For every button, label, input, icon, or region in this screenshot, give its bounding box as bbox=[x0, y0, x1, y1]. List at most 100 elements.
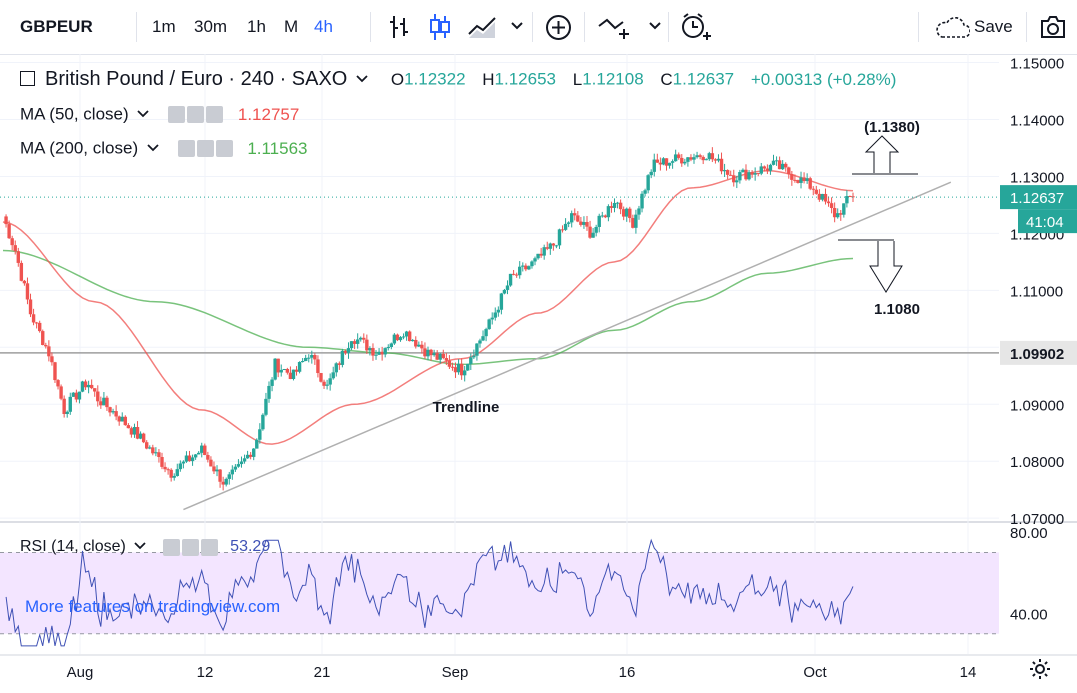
chevron-down-icon[interactable] bbox=[510, 21, 524, 31]
candle-body bbox=[499, 293, 504, 310]
gear-icon[interactable] bbox=[196, 140, 214, 158]
close-icon[interactable] bbox=[206, 106, 224, 124]
chevron-down-icon[interactable] bbox=[356, 74, 368, 84]
candle-body bbox=[148, 447, 152, 449]
candle-body bbox=[261, 414, 265, 430]
interval-4h-button[interactable]: 4h bbox=[314, 17, 333, 36]
candle-body bbox=[331, 372, 335, 379]
bar-style-icon[interactable] bbox=[388, 14, 412, 40]
candle-body bbox=[741, 169, 745, 173]
y-tick-label: 1.13000 bbox=[1010, 169, 1064, 186]
candle-body bbox=[453, 367, 458, 373]
candle-body bbox=[539, 253, 543, 256]
candle-body bbox=[533, 258, 537, 262]
candle-body bbox=[655, 159, 660, 163]
alert-clock-icon[interactable] bbox=[680, 12, 712, 42]
candle-body bbox=[255, 439, 259, 449]
candle-body bbox=[13, 245, 17, 252]
candle-body bbox=[365, 339, 369, 351]
candle-body bbox=[839, 213, 843, 215]
close-icon[interactable] bbox=[215, 140, 233, 158]
candle-body bbox=[832, 208, 837, 218]
interval-1h-button[interactable]: 1h bbox=[247, 17, 266, 36]
candle-body bbox=[683, 161, 687, 164]
chevron-down-icon[interactable] bbox=[137, 109, 150, 119]
change-value: +0.00313 (+0.28%) bbox=[750, 69, 897, 89]
candle-body bbox=[28, 299, 33, 315]
eye-icon[interactable] bbox=[162, 538, 180, 556]
x-tick-label: Aug bbox=[67, 664, 94, 681]
gear-icon[interactable] bbox=[181, 538, 199, 556]
eye-icon[interactable] bbox=[177, 140, 195, 158]
candle-body bbox=[527, 266, 531, 270]
candle-body bbox=[389, 343, 394, 347]
candlestick-series bbox=[4, 147, 855, 491]
chevron-down-icon[interactable] bbox=[147, 143, 159, 153]
candle-body bbox=[53, 362, 57, 381]
target-down-label: 1.1080 bbox=[874, 301, 920, 318]
candle-body bbox=[753, 173, 757, 175]
candle-body bbox=[707, 153, 711, 160]
candle-body bbox=[178, 463, 183, 470]
interval-1m-button[interactable]: 1m bbox=[152, 17, 176, 36]
area-style-icon[interactable] bbox=[467, 14, 497, 40]
candle-body bbox=[796, 180, 800, 183]
interval-30m-button[interactable]: 30m bbox=[194, 17, 228, 36]
candle-body bbox=[294, 369, 299, 372]
candle-body bbox=[138, 433, 143, 439]
symbol-search-button[interactable]: GBPEUR bbox=[20, 0, 93, 54]
candle-body bbox=[814, 189, 819, 194]
candle-body bbox=[698, 155, 702, 157]
candle-body bbox=[524, 265, 528, 270]
y-tick-label: 1.08000 bbox=[1010, 454, 1064, 471]
candle-body bbox=[725, 170, 730, 175]
candle-body bbox=[673, 154, 678, 162]
candle-body bbox=[151, 447, 155, 454]
indicator-icon[interactable] bbox=[597, 12, 631, 42]
chart-title: British Pound / Euro · 240 · SAXO bbox=[45, 68, 348, 90]
plus-circle-icon[interactable] bbox=[545, 14, 572, 41]
candle-body bbox=[25, 283, 30, 300]
candle-body bbox=[56, 380, 60, 387]
toolbar-divider bbox=[136, 12, 137, 42]
candle-body bbox=[407, 331, 412, 342]
candle-body bbox=[291, 369, 296, 380]
candle-body bbox=[41, 331, 45, 346]
chevron-down-icon[interactable] bbox=[648, 21, 662, 31]
collapse-icon[interactable] bbox=[20, 71, 35, 86]
candle-body bbox=[438, 353, 442, 360]
y-tick-label: 1.11000 bbox=[1010, 283, 1063, 300]
candle-body bbox=[297, 361, 302, 372]
high-label: H bbox=[482, 69, 495, 89]
candle-body bbox=[172, 475, 176, 478]
candle-body bbox=[160, 457, 164, 467]
candle-body bbox=[716, 158, 721, 161]
candle-body bbox=[680, 157, 684, 164]
candle-body bbox=[664, 158, 669, 166]
toolbar-divider bbox=[584, 12, 585, 42]
settings-gear-icon[interactable] bbox=[1028, 657, 1052, 681]
candle-body bbox=[475, 343, 479, 356]
toolbar-divider bbox=[532, 12, 533, 42]
candle-body bbox=[719, 158, 724, 172]
camera-icon[interactable] bbox=[1039, 15, 1067, 39]
candle-body bbox=[77, 391, 82, 400]
candle-body bbox=[603, 215, 608, 218]
candle-body bbox=[264, 398, 268, 415]
interval-monthly-button[interactable]: M bbox=[284, 17, 299, 36]
gear-icon[interactable] bbox=[187, 106, 205, 124]
close-icon[interactable] bbox=[200, 538, 218, 556]
chevron-down-icon[interactable] bbox=[134, 541, 146, 551]
candle-style-icon[interactable] bbox=[428, 12, 452, 42]
countdown-label: 41:04 bbox=[1026, 214, 1064, 231]
tradingview-watermark[interactable]: More features on tradingview.com bbox=[25, 597, 281, 616]
candle-body bbox=[554, 245, 559, 247]
candle-body bbox=[579, 221, 583, 225]
save-button[interactable]: Save bbox=[926, 0, 1022, 54]
candle-body bbox=[759, 166, 763, 174]
candle-body bbox=[4, 216, 8, 225]
eye-icon[interactable] bbox=[168, 106, 186, 124]
rsi-line bbox=[5, 538, 854, 647]
candle-body bbox=[521, 265, 525, 267]
